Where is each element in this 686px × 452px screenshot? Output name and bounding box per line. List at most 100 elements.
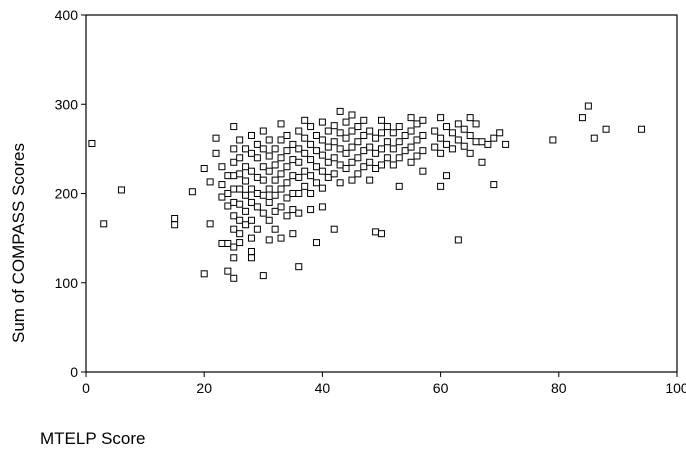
data-point [324,158,332,166]
data-point [318,184,326,192]
data-point [330,122,338,130]
data-point [117,186,125,194]
data-point [247,131,255,139]
data-point [336,129,344,137]
x-tick-label: 100 [665,380,686,396]
data-point [259,145,267,153]
x-tick-label: 0 [82,380,90,396]
data-point [295,263,303,271]
data-point [312,163,320,171]
data-point [200,270,208,278]
data-point [307,140,315,148]
data-points [88,102,646,282]
data-point [200,165,208,173]
data-point [271,145,279,153]
data-point [330,138,338,146]
data-point [230,225,238,233]
data-point [366,143,374,151]
data-point [413,120,421,128]
data-point [301,134,309,142]
data-point [336,179,344,187]
data-point [224,190,232,197]
data-point [437,182,445,190]
y-tick-label: 300 [55,96,79,112]
x-tick-label: 40 [315,380,331,396]
data-point [295,127,303,135]
tick-labels: 0 20 40 60 80 100 0 100 200 300 400 [55,7,686,396]
data-point [253,225,261,233]
data-point [188,188,196,196]
data-point [218,239,226,247]
data-point [460,125,468,133]
y-tick-label: 100 [55,275,79,291]
data-point [472,138,480,146]
data-point [395,182,403,190]
data-point [271,225,279,233]
data-point [259,191,267,199]
data-point [289,140,297,148]
data-point [271,161,279,169]
data-point [466,149,474,157]
data-point [318,136,326,144]
data-point [247,216,255,224]
data-point [360,163,368,171]
data-point [401,131,409,139]
data-point [401,147,409,155]
data-point [307,172,315,180]
data-point [578,114,586,122]
data-point [253,173,261,181]
data-point [342,165,350,173]
data-point [437,114,445,122]
data-point [218,163,226,171]
data-point [336,161,344,169]
data-point [419,116,427,124]
data-point [224,202,232,210]
data-point [348,111,356,119]
data-point [224,267,232,275]
data-point [277,120,285,128]
data-point [295,209,303,217]
data-point [224,172,232,180]
data-point [253,190,261,197]
data-point [584,102,592,110]
data-point [236,154,244,162]
data-point [472,120,480,128]
data-point [259,163,267,171]
data-point [88,140,96,148]
data-point [413,136,421,144]
data-point [100,220,108,228]
data-point [289,206,297,214]
data-point [419,167,427,175]
x-tick-label: 20 [196,380,212,396]
data-point [354,154,362,162]
data-point [383,154,391,162]
data-point [383,123,391,131]
x-tick-label: 80 [551,380,567,396]
data-point [230,274,238,282]
data-point [413,152,421,160]
data-point [348,158,356,166]
data-point [277,234,285,242]
data-point [336,145,344,153]
data-point [372,149,380,157]
data-point [230,185,238,193]
data-point [496,129,504,137]
data-point [360,116,368,124]
data-point [419,131,427,139]
data-point [247,248,255,256]
data-point [277,154,285,162]
data-point [277,203,285,211]
data-point [259,209,267,217]
data-point [271,207,279,215]
data-point [454,136,462,144]
data-point [312,147,320,155]
y-tick-label: 400 [55,7,79,23]
data-point [236,200,244,208]
data-point [171,214,179,222]
data-point [466,131,474,139]
data-point [212,149,220,157]
data-point [307,206,315,214]
data-point [590,134,598,142]
data-point [448,145,456,153]
data-point [354,170,362,178]
